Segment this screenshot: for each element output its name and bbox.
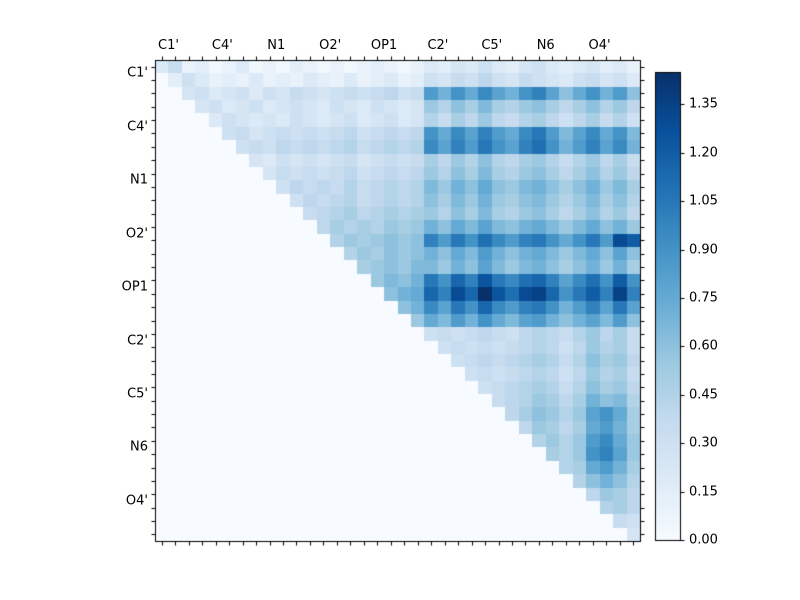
y-axis-label: N1 <box>130 172 148 188</box>
y-axis-label: N6 <box>130 439 148 455</box>
x-axis-label: O4' <box>588 38 611 53</box>
colorbar-tick-label: 0.15 <box>689 484 718 500</box>
y-axis-label: O2' <box>125 226 148 242</box>
x-axis-label: C1' <box>158 38 179 53</box>
colorbar-tick-label: 0.75 <box>689 290 718 306</box>
y-axis-label: C4' <box>127 119 148 135</box>
y-axis-label: OP1 <box>121 279 148 295</box>
colorbar-tick-label: 0.45 <box>689 387 718 403</box>
y-axis-label: C1' <box>127 65 148 81</box>
x-axis-label: C4' <box>211 38 233 53</box>
y-axis-label: C5' <box>127 386 148 402</box>
colorbar-tick-label: 1.35 <box>689 96 718 112</box>
y-axis-label: O4' <box>125 493 148 509</box>
x-axis-label: O2' <box>319 38 342 53</box>
colorbar-tick-label: 0.60 <box>689 338 718 354</box>
colorbar-tick-label: 0.90 <box>689 242 718 258</box>
x-axis-label: C2' <box>427 38 449 53</box>
x-axis-label: N1 <box>267 38 286 53</box>
x-axis-label: OP1 <box>370 38 398 53</box>
colorbar-tick-label: 0.00 <box>689 532 718 548</box>
x-axis-label: C5' <box>481 38 503 53</box>
colorbar-tick-label: 1.20 <box>689 145 718 161</box>
colorbar-tick-label: 1.05 <box>689 193 718 209</box>
colorbar-tick-label: 0.30 <box>689 435 718 451</box>
y-axis-label: C2' <box>127 333 148 349</box>
x-axis-label: N6 <box>536 38 555 53</box>
